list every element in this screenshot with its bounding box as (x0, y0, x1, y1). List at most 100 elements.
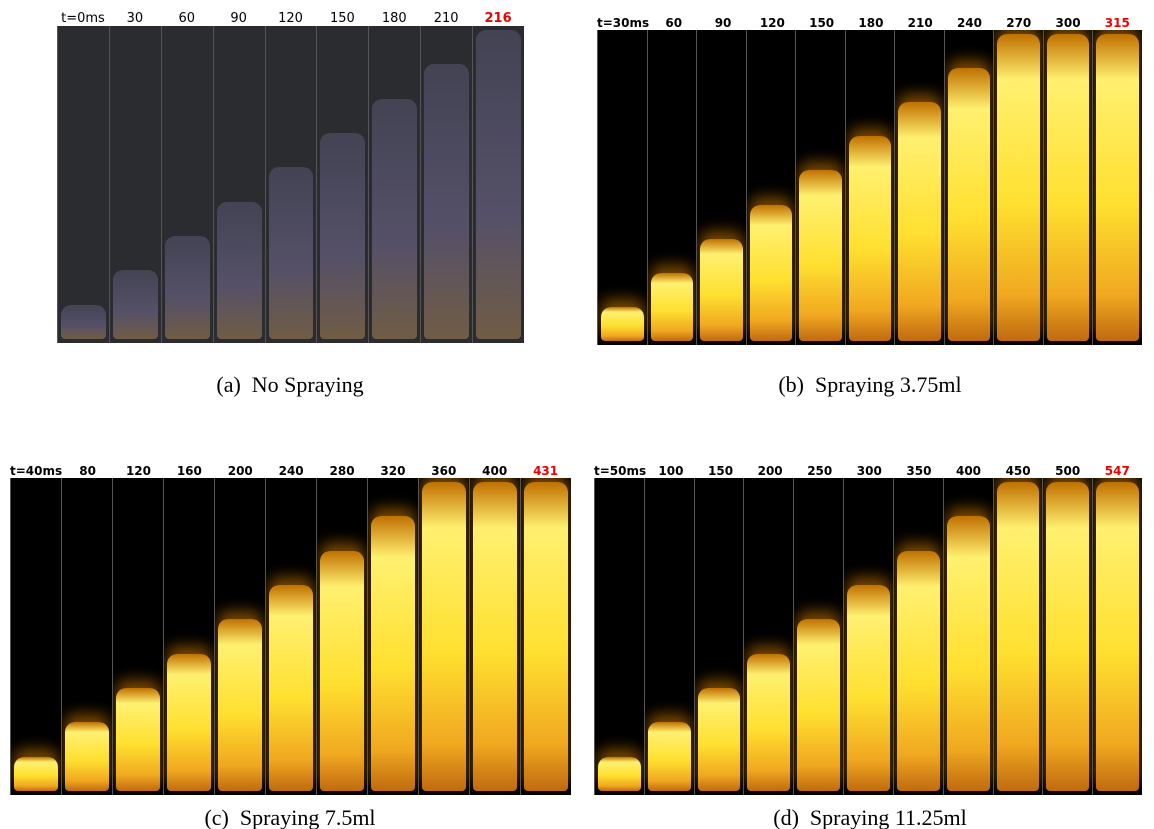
flame (898, 102, 941, 341)
frame (894, 30, 944, 345)
frame (265, 26, 317, 343)
frame-label: 200 (215, 464, 266, 478)
flame (320, 551, 364, 791)
image-strip (10, 478, 571, 795)
frame-label: 80 (62, 464, 113, 478)
caption-label: (b) (778, 372, 804, 397)
frame-label: 216 (472, 11, 524, 26)
flame (997, 482, 1040, 791)
flame (648, 722, 691, 791)
flame (598, 757, 641, 791)
frame (943, 478, 993, 795)
flame (473, 482, 517, 791)
flame (897, 551, 940, 791)
frame-label: 210 (420, 11, 472, 26)
frame-label: 180 (846, 16, 895, 30)
frame (112, 478, 163, 795)
flame (1096, 482, 1139, 791)
caption: (b) Spraying 3.75ml (778, 372, 961, 398)
frame-label: 120 (113, 464, 164, 478)
flame (524, 482, 568, 791)
flame (61, 305, 106, 339)
flame (476, 30, 521, 339)
figure: t=0ms306090120150180210216(a) No Sprayin… (0, 0, 1154, 829)
frame (793, 478, 843, 795)
frame (367, 478, 418, 795)
frame (472, 26, 524, 343)
caption-label: (d) (773, 805, 799, 829)
frame-label: 360 (418, 464, 469, 478)
frame-label: 180 (368, 11, 420, 26)
flame (797, 619, 840, 791)
flame (269, 167, 314, 339)
frame (1092, 30, 1142, 345)
frame-label: 400 (469, 464, 520, 478)
flame (217, 202, 262, 339)
frame-label: t=0ms (57, 11, 109, 26)
flame (14, 757, 58, 791)
flame (167, 654, 211, 791)
flame (1046, 482, 1089, 791)
flame (1096, 34, 1139, 341)
flame (165, 236, 210, 339)
frame (161, 26, 213, 343)
frame (10, 478, 61, 795)
frame-label: 240 (945, 16, 994, 30)
frame (1092, 478, 1142, 795)
flame (601, 307, 644, 341)
frame (469, 478, 520, 795)
frame (843, 478, 893, 795)
flame (948, 68, 991, 341)
frame (993, 478, 1043, 795)
flame (1047, 34, 1090, 341)
frame-label: 315 (1093, 16, 1142, 30)
flame (947, 516, 990, 791)
image-strip (57, 26, 524, 343)
frame (644, 478, 694, 795)
frame (265, 478, 316, 795)
frame-label: 400 (944, 464, 994, 478)
frame (316, 26, 368, 343)
caption-text: Spraying 7.5ml (240, 805, 376, 829)
flame (847, 585, 890, 791)
caption-label: (c) (204, 805, 228, 829)
frame-label: 160 (164, 464, 215, 478)
frame-label: t=50ms (594, 464, 646, 478)
frame (743, 478, 793, 795)
frame (213, 26, 265, 343)
frame-label: 300 (1043, 16, 1092, 30)
frame-label: 120 (265, 11, 317, 26)
flame (116, 688, 160, 791)
frame-label: 300 (845, 464, 895, 478)
frame (1043, 30, 1093, 345)
flame (750, 205, 793, 341)
frame (109, 26, 161, 343)
frame-label: 30 (109, 11, 161, 26)
frame (696, 30, 746, 345)
image-strip (597, 30, 1142, 345)
flame (424, 64, 469, 339)
frame-label: 500 (1043, 464, 1093, 478)
image-strip (594, 478, 1142, 795)
frame-label: 90 (213, 11, 265, 26)
frame (368, 26, 420, 343)
flame (269, 585, 313, 791)
frame-label: 240 (266, 464, 317, 478)
caption-text: No Spraying (252, 372, 364, 397)
frame (993, 30, 1043, 345)
frame-label: 200 (745, 464, 795, 478)
frame-label: 60 (649, 16, 698, 30)
frame (893, 478, 943, 795)
frame-label: 320 (367, 464, 418, 478)
frame (316, 478, 367, 795)
flame (849, 136, 892, 341)
frame (647, 30, 697, 345)
caption: (c) Spraying 7.5ml (204, 805, 375, 829)
